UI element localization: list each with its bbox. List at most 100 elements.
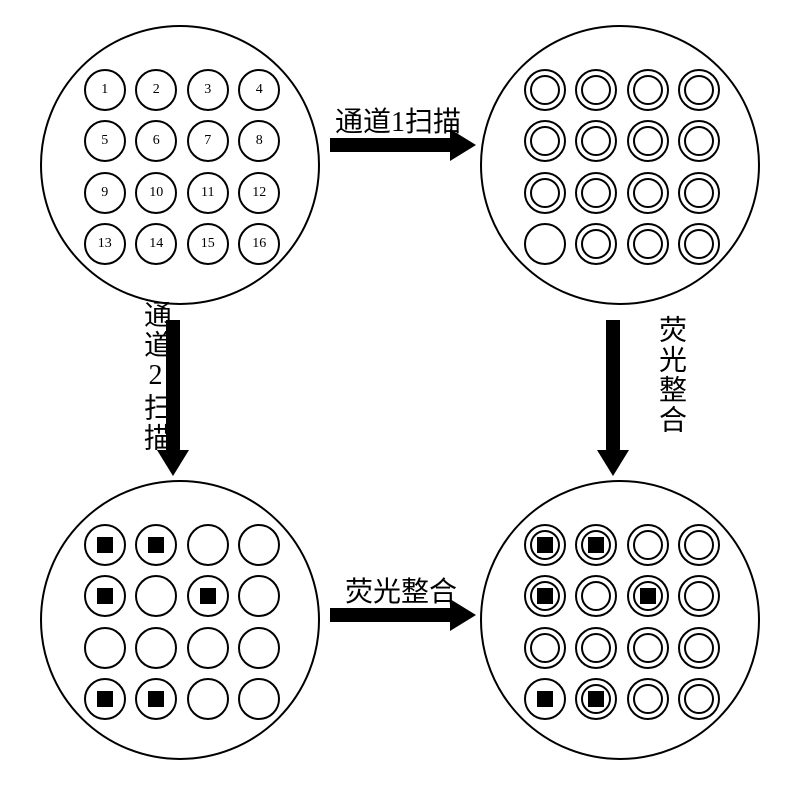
dot-inner-ring xyxy=(633,530,663,560)
square-marker-icon xyxy=(200,588,216,604)
label-fluorescence-merge-right: 荧光整合 xyxy=(650,315,690,435)
dot-outer-ring: 5 xyxy=(84,120,126,162)
grid-cell xyxy=(185,522,231,568)
dot-outer-ring xyxy=(678,120,720,162)
dot-inner-ring xyxy=(684,126,714,156)
dot-inner-ring xyxy=(530,178,560,208)
dot-outer-ring: 9 xyxy=(84,172,126,214)
dot-outer-ring xyxy=(187,678,229,720)
arrow-head-icon xyxy=(597,450,629,476)
dot-outer-ring: 2 xyxy=(135,69,177,111)
dot-outer-ring xyxy=(135,627,177,669)
dot-outer-ring xyxy=(187,627,229,669)
dot-outer-ring xyxy=(238,627,280,669)
grid-cell xyxy=(574,222,620,268)
dot-number: 13 xyxy=(98,237,112,251)
dot-inner-ring xyxy=(581,75,611,105)
grid-cell xyxy=(574,119,620,165)
grid-top-left: 12345678910111213141516 xyxy=(82,67,282,267)
dot-number: 16 xyxy=(252,237,266,251)
panel-bottom-right xyxy=(480,480,760,760)
grid-cell: 13 xyxy=(82,222,128,268)
dot-inner-ring xyxy=(684,75,714,105)
square-marker-icon xyxy=(537,537,553,553)
dot-inner-ring xyxy=(530,126,560,156)
dot-outer-ring xyxy=(524,524,566,566)
dot-outer-ring xyxy=(575,524,617,566)
dot-outer-ring xyxy=(575,172,617,214)
dot-inner-ring xyxy=(684,581,714,611)
grid-cell xyxy=(677,625,723,671)
dot-outer-ring xyxy=(678,627,720,669)
grid-cell: 6 xyxy=(134,119,180,165)
dot-number: 12 xyxy=(252,186,266,200)
dot-number: 11 xyxy=(201,186,214,200)
grid-cell xyxy=(522,119,568,165)
grid-cell xyxy=(237,522,283,568)
grid-cell: 12 xyxy=(237,170,283,216)
dot-outer-ring: 3 xyxy=(187,69,229,111)
grid-cell xyxy=(574,625,620,671)
dot-outer-ring: 11 xyxy=(187,172,229,214)
dot-outer-ring: 1 xyxy=(84,69,126,111)
grid-cell xyxy=(522,677,568,723)
dot-number: 6 xyxy=(153,134,160,148)
dot-outer-ring xyxy=(524,172,566,214)
dot-inner-ring xyxy=(530,581,560,611)
grid-cell: 3 xyxy=(185,67,231,113)
panel-top-left: 12345678910111213141516 xyxy=(40,25,320,305)
grid-cell xyxy=(134,574,180,620)
dot-inner-ring xyxy=(581,178,611,208)
grid-cell xyxy=(625,574,671,620)
grid-cell: 15 xyxy=(185,222,231,268)
dot-outer-ring xyxy=(238,524,280,566)
dot-outer-ring: 10 xyxy=(135,172,177,214)
dot-outer-ring xyxy=(627,223,669,265)
dot-outer-ring xyxy=(84,678,126,720)
grid-cell xyxy=(82,625,128,671)
grid-cell xyxy=(237,625,283,671)
dot-outer-ring xyxy=(575,627,617,669)
grid-cell xyxy=(185,677,231,723)
dot-inner-ring xyxy=(633,581,663,611)
square-marker-icon xyxy=(588,537,604,553)
square-marker-icon xyxy=(97,691,113,707)
grid-cell xyxy=(185,574,231,620)
grid-cell xyxy=(625,522,671,568)
grid-bottom-right xyxy=(522,522,722,722)
dot-outer-ring xyxy=(678,678,720,720)
dot-inner-ring xyxy=(633,178,663,208)
dot-outer-ring xyxy=(678,524,720,566)
grid-cell xyxy=(237,574,283,620)
dot-outer-ring xyxy=(187,524,229,566)
grid-cell xyxy=(625,119,671,165)
grid-cell xyxy=(82,574,128,620)
dot-number: 14 xyxy=(149,237,163,251)
arrow-right xyxy=(597,320,629,476)
dot-outer-ring xyxy=(627,524,669,566)
grid-cell xyxy=(522,522,568,568)
grid-cell: 10 xyxy=(134,170,180,216)
arrow-head-icon xyxy=(157,450,189,476)
dot-number: 15 xyxy=(201,237,215,251)
dot-number: 2 xyxy=(153,83,160,97)
grid-cell xyxy=(574,574,620,620)
grid-cell xyxy=(82,677,128,723)
dot-outer-ring: 14 xyxy=(135,223,177,265)
grid-cell xyxy=(625,222,671,268)
dot-inner-ring xyxy=(684,684,714,714)
dot-inner-ring xyxy=(530,75,560,105)
dot-inner-ring xyxy=(633,684,663,714)
grid-cell: 5 xyxy=(82,119,128,165)
arrow-top xyxy=(330,129,476,161)
square-marker-icon xyxy=(640,588,656,604)
square-marker-icon xyxy=(97,588,113,604)
grid-cell xyxy=(677,119,723,165)
grid-cell xyxy=(677,170,723,216)
grid-cell xyxy=(82,522,128,568)
dot-outer-ring xyxy=(678,69,720,111)
square-marker-icon xyxy=(148,691,164,707)
dot-outer-ring xyxy=(575,120,617,162)
grid-cell xyxy=(574,67,620,113)
dot-outer-ring xyxy=(524,627,566,669)
